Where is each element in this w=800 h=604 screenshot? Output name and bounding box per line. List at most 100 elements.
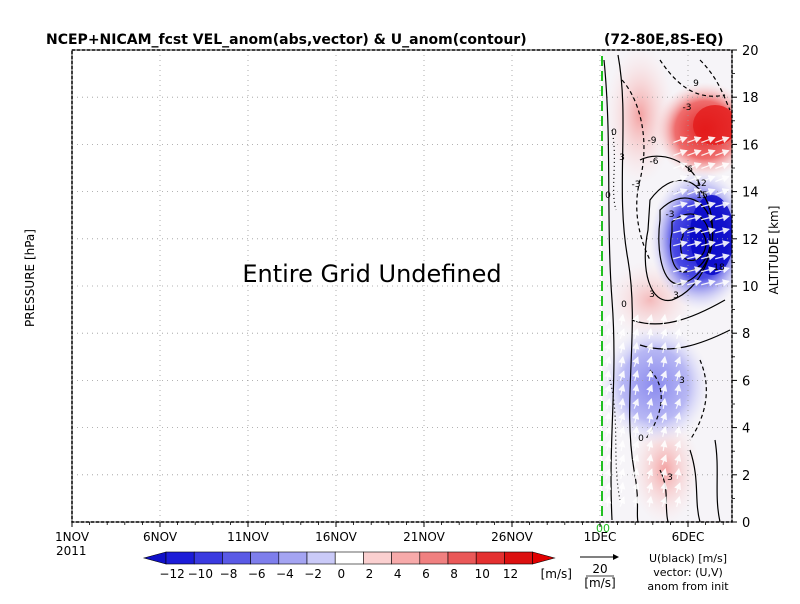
- velocity-vector: [687, 266, 702, 274]
- velocity-vector: [674, 412, 682, 423]
- velocity-vector: [701, 162, 716, 170]
- colorbar-under-triangle: [142, 551, 167, 565]
- blue-anomaly-low: [600, 325, 710, 445]
- velocity-vector: [660, 397, 668, 410]
- altitude-tick-label: 8: [742, 327, 750, 342]
- velocity-vector: [618, 468, 626, 479]
- velocity-vector: [632, 467, 640, 480]
- contour-label: 0: [621, 300, 627, 310]
- colorbar-tick-label: 6: [422, 567, 430, 581]
- velocity-vector: [632, 496, 640, 507]
- contour-label: 3: [679, 376, 685, 386]
- velocity-vector: [660, 328, 667, 339]
- velocity-vector: [618, 496, 625, 507]
- altitude-tick-label: 4: [742, 422, 750, 437]
- contour-label: 6: [687, 165, 693, 175]
- velocity-vector: [673, 136, 688, 144]
- velocity-vector: [701, 266, 716, 274]
- velocity-vector: [673, 188, 688, 196]
- velocity-vector: [604, 426, 611, 437]
- velocity-vector: [701, 175, 716, 183]
- velocity-vector: [660, 454, 667, 465]
- velocity-vector: [646, 356, 654, 367]
- colorbar-swatch: [447, 551, 477, 565]
- velocity-vector: [673, 214, 688, 222]
- contour-label: -9: [648, 136, 657, 146]
- velocity-vector: [604, 356, 612, 367]
- velocity-vector: [618, 370, 625, 381]
- velocity-vector: [604, 384, 611, 395]
- velocity-vector: [673, 149, 688, 157]
- contour-line: [689, 449, 701, 522]
- velocity-vector: [618, 355, 626, 368]
- contour-label: 3: [673, 291, 679, 301]
- velocity-vector: [604, 440, 612, 451]
- colorbar-swatch: [475, 551, 505, 565]
- contour-line-dashed: [689, 359, 707, 441]
- velocity-vector: [715, 266, 730, 274]
- altitude-tick-label: 10: [742, 280, 759, 295]
- contour-label: -3: [683, 103, 692, 113]
- colorbar: −12 −10 −8 −6 −4 −2 0 2 4 6 8 10 12 [m/s]: [142, 551, 572, 581]
- contour-label: 15: [696, 191, 707, 201]
- contour-label: 3: [649, 290, 655, 300]
- velocity-vector: [618, 313, 626, 326]
- velocity-vector: [646, 384, 653, 395]
- velocity-vector: [687, 201, 702, 209]
- colorbar-swatch: [250, 551, 280, 565]
- contour-line: [714, 439, 721, 522]
- velocity-vector: [632, 440, 639, 451]
- velocity-vector: [646, 411, 654, 424]
- velocity-vector: [701, 149, 716, 157]
- colorbar-swatch: [391, 551, 421, 565]
- velocity-vector: [673, 253, 688, 261]
- velocity-vector: [715, 227, 730, 235]
- velocity-vector: [632, 425, 640, 438]
- velocity-vector: [632, 482, 639, 493]
- x-tick-label: 6NOV: [143, 530, 178, 544]
- velocity-vector: [604, 453, 612, 466]
- colorbar-tick-label: 12: [503, 567, 518, 581]
- contour-label: -6: [650, 157, 659, 167]
- velocity-vector: [687, 214, 702, 222]
- velocity-vector: [632, 383, 640, 396]
- velocity-vector: [715, 253, 730, 261]
- x-tick-label: 1DEC: [584, 530, 617, 544]
- legend-note-anomaly: anom from init: [647, 580, 729, 593]
- velocity-vector: [715, 214, 730, 222]
- colorbar-tick-label: 4: [394, 567, 402, 581]
- velocity-vector: [632, 398, 639, 409]
- contour-line: [658, 197, 714, 285]
- undefined-message: Entire Grid Undefined: [242, 260, 501, 288]
- velocity-vector: [674, 356, 681, 367]
- legend-notes: U(black) [m/s] vector: (U,V) anom from i…: [647, 552, 729, 593]
- velocity-vector: [604, 495, 612, 508]
- velocity-vector: [632, 454, 640, 465]
- velocity-vector: [604, 342, 611, 353]
- colorbar-swatch: [419, 551, 449, 565]
- contour-label: 12: [695, 179, 706, 189]
- velocity-vector: [674, 314, 681, 325]
- velocity-vector: [673, 201, 688, 209]
- velocity-vector: [632, 328, 640, 339]
- velocity-vector: [660, 496, 667, 507]
- altitude-tick-label: 20: [742, 44, 759, 59]
- velocity-vector: [646, 482, 654, 493]
- velocity-vector: [687, 240, 702, 248]
- velocity-vector: [604, 327, 612, 340]
- velocity-vector: [646, 495, 654, 508]
- velocity-vector: [687, 175, 702, 183]
- velocity-vector: [687, 149, 702, 157]
- colorbar-tick-label: −4: [276, 567, 294, 581]
- altitude-axis: 0 2 4 6 8 10 12 14 16 18 20: [732, 44, 759, 531]
- velocity-vector: [646, 369, 654, 382]
- contour-label: 0: [611, 128, 617, 138]
- contour-label: -3: [632, 180, 641, 190]
- velocity-vector: [687, 188, 702, 196]
- velocity-vector: [715, 149, 730, 157]
- colorbar-tick-label: 0: [337, 567, 345, 581]
- velocity-vector: [673, 279, 688, 287]
- x-axis-year: 2011: [56, 544, 87, 558]
- velocity-vector: [618, 397, 626, 410]
